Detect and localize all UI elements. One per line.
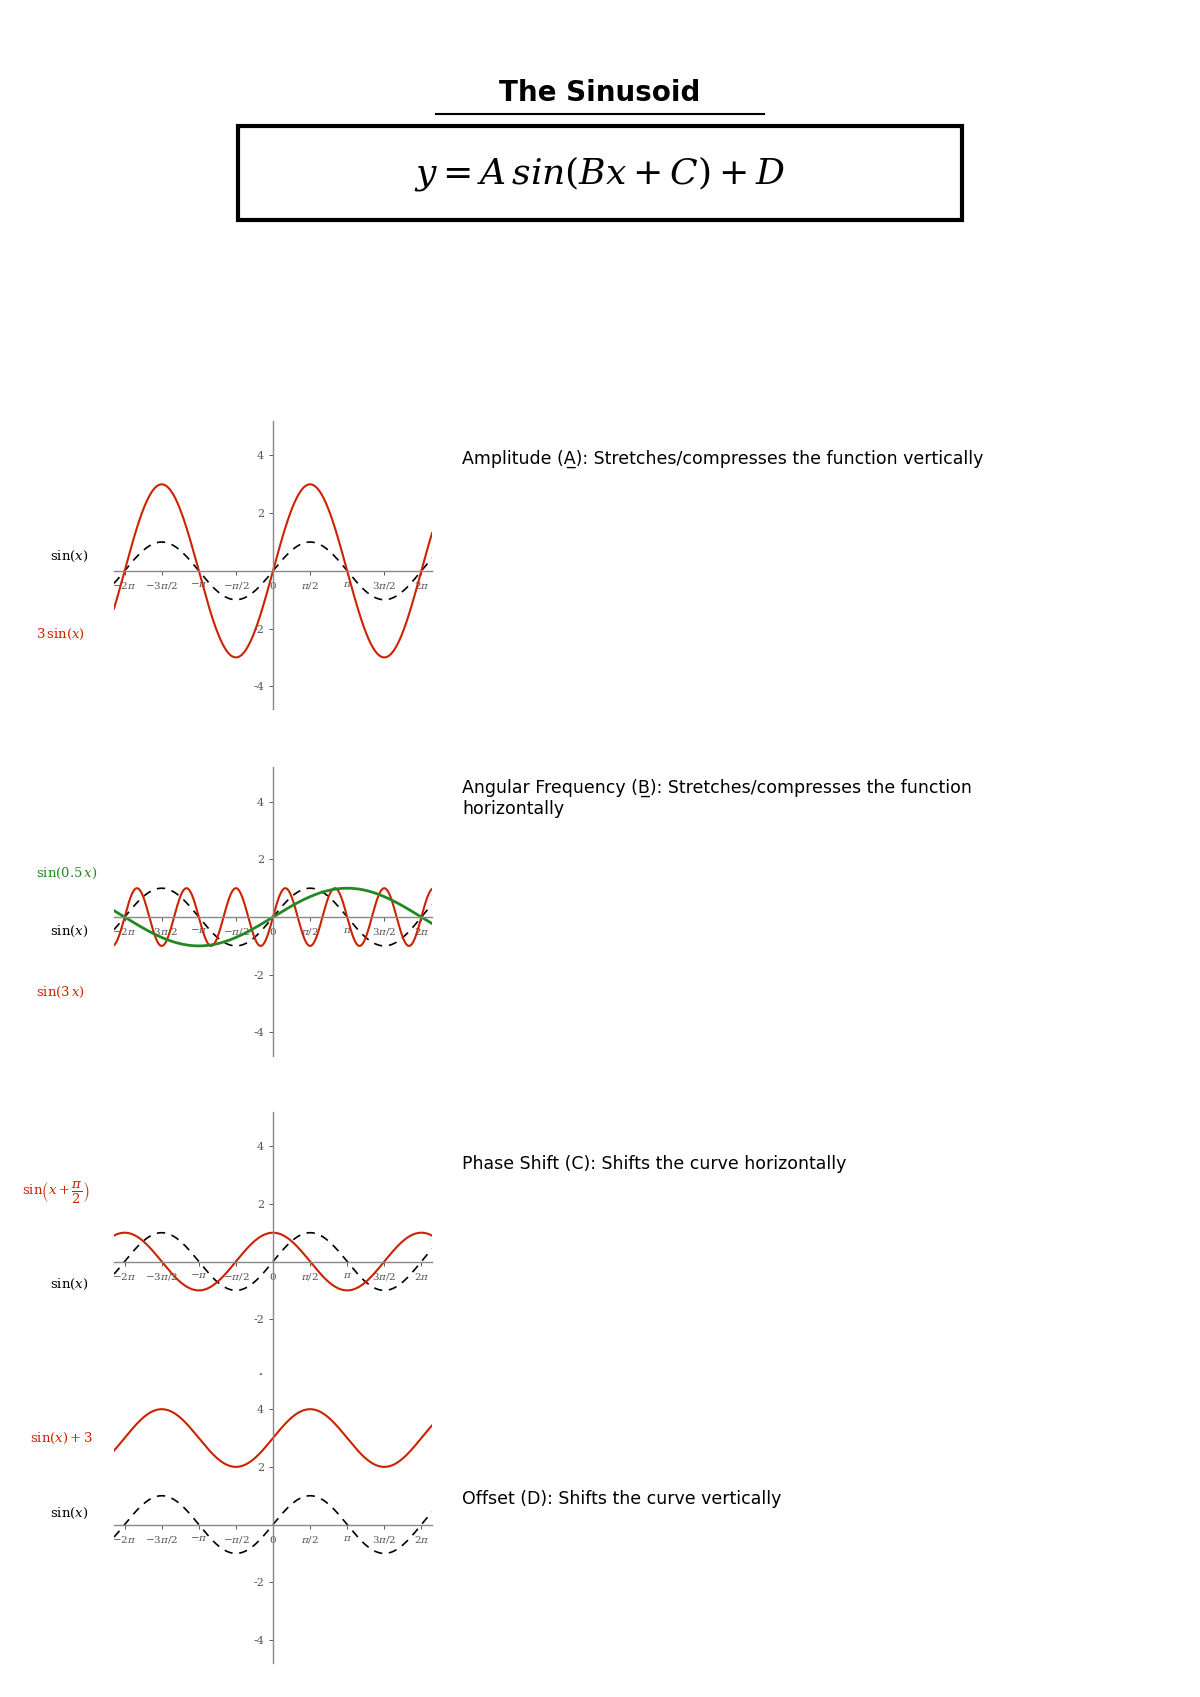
Text: $\sin(3\,x)$: $\sin(3\,x)$ bbox=[36, 984, 85, 1000]
Text: $\sin(x)$: $\sin(x)$ bbox=[50, 1278, 89, 1291]
Text: $\sin\!\left(x+\dfrac{\pi}{2}\right)$: $\sin\!\left(x+\dfrac{\pi}{2}\right)$ bbox=[22, 1179, 89, 1205]
Text: $\sin(0.5\,x)$: $\sin(0.5\,x)$ bbox=[36, 865, 97, 881]
Text: Offset (D): Shifts the curve vertically: Offset (D): Shifts the curve vertically bbox=[462, 1490, 781, 1509]
FancyBboxPatch shape bbox=[238, 126, 962, 221]
Text: $3\,\sin(x)$: $3\,\sin(x)$ bbox=[36, 626, 85, 641]
Text: $\sin(x)+3$: $\sin(x)+3$ bbox=[30, 1431, 94, 1446]
Text: $\sin(x)$: $\sin(x)$ bbox=[50, 1505, 89, 1521]
Text: The Sinusoid: The Sinusoid bbox=[499, 80, 701, 107]
Text: Phase Shift (C): Shifts the curve horizontally: Phase Shift (C): Shifts the curve horizo… bbox=[462, 1154, 846, 1173]
Text: Angular Frequency (B̲): Stretches/compresses the function
horizontally: Angular Frequency (B̲): Stretches/compre… bbox=[462, 779, 972, 818]
Text: $\sin(x)$: $\sin(x)$ bbox=[50, 548, 89, 563]
Text: $y = A\,sin(Bx + C) + D$: $y = A\,sin(Bx + C) + D$ bbox=[414, 154, 786, 192]
Text: $\sin(x)$: $\sin(x)$ bbox=[50, 923, 89, 938]
Text: Amplitude (A̲): Stretches/compresses the function vertically: Amplitude (A̲): Stretches/compresses the… bbox=[462, 450, 983, 468]
